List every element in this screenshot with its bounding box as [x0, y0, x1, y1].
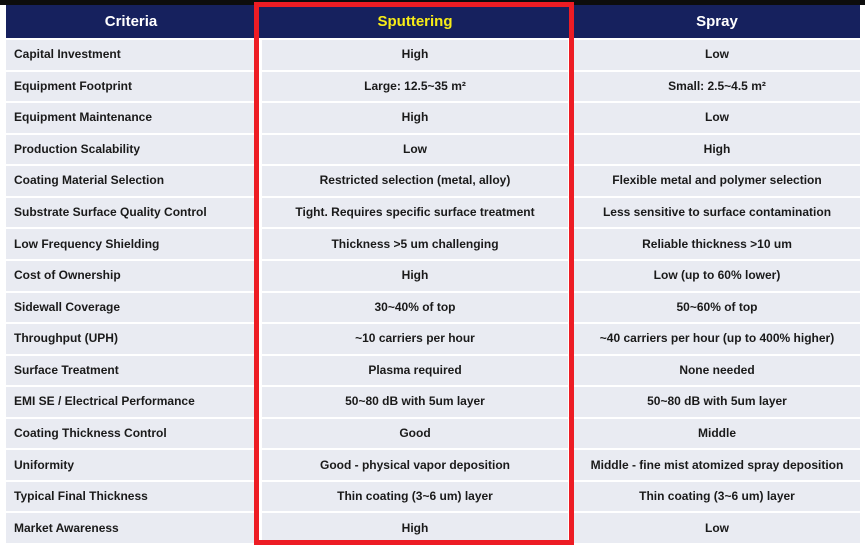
table-row: Typical Final Thickness Thin coating (3~6… — [6, 481, 860, 512]
cell-sputtering: Good - physical vapor deposition — [262, 450, 568, 480]
table-body: Capital Investment High Low Equipment Footp… — [6, 40, 860, 543]
table-row: Uniformity Good - physical vapor depositi… — [6, 450, 860, 480]
cell-sputtering: Thickness >5 um challenging — [262, 229, 568, 259]
cell-criteria: Substrate Surface Quality Control — [6, 197, 256, 228]
cell-criteria: Coating Material Selection — [6, 166, 256, 196]
cell-spray: Low — [574, 40, 860, 70]
table-row: Coating Thickness Control Good Middle — [6, 418, 860, 449]
cell-spray: Small: 2.5~4.5 m² — [574, 71, 860, 102]
cell-spray: Low — [574, 513, 860, 543]
cell-criteria: Low Frequency Shielding — [6, 229, 256, 259]
cell-criteria: Typical Final Thickness — [6, 481, 256, 512]
table-row: Equipment Footprint Large: 12.5~35 m² Smal… — [6, 71, 860, 102]
cell-sputtering: Good — [262, 418, 568, 449]
cell-spray: Middle - fine mist atomized spray deposi… — [574, 450, 860, 480]
column-header-spray: Spray — [696, 13, 738, 30]
cell-sputtering: Large: 12.5~35 m² — [262, 71, 568, 102]
cell-criteria: Cost of Ownership — [6, 260, 256, 291]
cell-spray: 50~80 dB with 5um layer — [574, 387, 860, 417]
cell-spray: Low (up to 60% lower) — [574, 260, 860, 291]
table-header-row: Criteria Sputtering Spray — [6, 5, 860, 38]
cell-spray: Flexible metal and polymer selection — [574, 166, 860, 196]
cell-spray: None needed — [574, 355, 860, 386]
table-row: Sidewall Coverage 30~40% of top 50~60% of … — [6, 292, 860, 323]
table-row: Surface Treatment Plasma required None nee… — [6, 355, 860, 386]
cell-spray: Middle — [574, 418, 860, 449]
cell-sputtering: ~10 carriers per hour — [262, 324, 568, 354]
cell-criteria: Throughput (UPH) — [6, 324, 256, 354]
cell-criteria: Sidewall Coverage — [6, 292, 256, 323]
cell-criteria: Uniformity — [6, 450, 256, 480]
table-row: Low Frequency Shielding Thickness >5 um c… — [6, 229, 860, 259]
table-row: Market Awareness High Low — [6, 513, 860, 543]
table-row: Equipment Maintenance High Low — [6, 103, 860, 133]
cell-criteria: EMI SE / Electrical Performance — [6, 387, 256, 417]
cell-criteria: Market Awareness — [6, 513, 256, 543]
cell-sputtering: 30~40% of top — [262, 292, 568, 323]
table-row: Coating Material Selection Restricted sel… — [6, 166, 860, 196]
cell-sputtering: Restricted selection (metal, alloy) — [262, 166, 568, 196]
comparison-table: Criteria Sputtering Spray Capital Invest… — [6, 5, 860, 543]
column-header-sputtering: Sputtering — [377, 13, 453, 30]
cell-spray: 50~60% of top — [574, 292, 860, 323]
table-row: Substrate Surface Quality Control Tight. … — [6, 197, 860, 228]
cell-sputtering: High — [262, 260, 568, 291]
table-row: Cost of Ownership High Low (up to 60% lowe… — [6, 260, 860, 291]
cell-sputtering: Tight. Requires specific surface treatme… — [262, 197, 568, 228]
cell-sputtering: High — [262, 103, 568, 133]
cell-spray: Reliable thickness >10 um — [574, 229, 860, 259]
cell-spray: High — [574, 134, 860, 165]
cell-spray: Less sensitive to surface contamination — [574, 197, 860, 228]
cell-sputtering: Plasma required — [262, 355, 568, 386]
cell-criteria: Production Scalability — [6, 134, 256, 165]
table-row: Production Scalability Low High — [6, 134, 860, 165]
column-header-criteria: Criteria — [104, 13, 158, 30]
cell-criteria: Surface Treatment — [6, 355, 256, 386]
cell-spray: ~40 carriers per hour (up to 400% higher… — [574, 324, 860, 354]
cell-criteria: Equipment Footprint — [6, 71, 256, 102]
cell-sputtering: 50~80 dB with 5um layer — [262, 387, 568, 417]
cell-criteria: Equipment Maintenance — [6, 103, 256, 133]
cell-spray: Low — [574, 103, 860, 133]
table-row: Capital Investment High Low — [6, 40, 860, 70]
cell-criteria: Coating Thickness Control — [6, 418, 256, 449]
cell-sputtering: High — [262, 513, 568, 543]
cell-criteria: Capital Investment — [6, 40, 256, 70]
cell-sputtering: Thin coating (3~6 um) layer — [262, 481, 568, 512]
cell-spray: Thin coating (3~6 um) layer — [574, 481, 860, 512]
cell-sputtering: Low — [262, 134, 568, 165]
cell-sputtering: High — [262, 40, 568, 70]
table-row: EMI SE / Electrical Performance 50~80 dB … — [6, 387, 860, 417]
table-row: Throughput (UPH) ~10 carriers per hour ~40… — [6, 324, 860, 354]
